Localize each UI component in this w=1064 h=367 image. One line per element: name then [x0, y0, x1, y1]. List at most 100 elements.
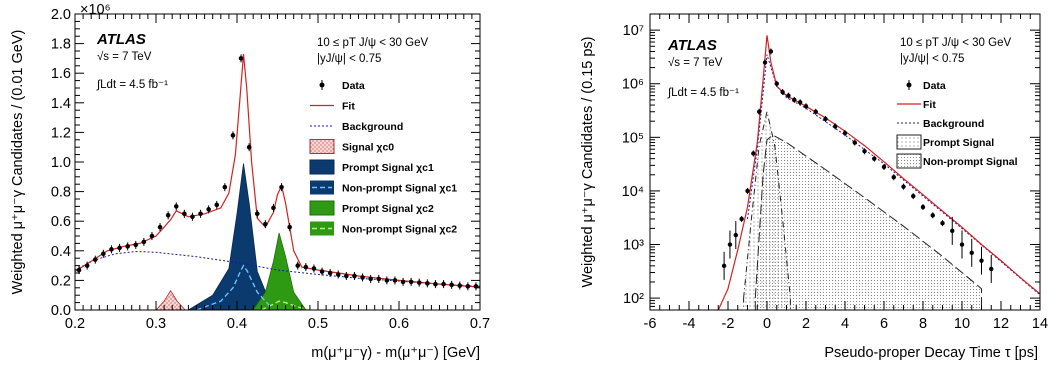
- right-panel: 10² 10³ 10⁴ 10⁵ 10⁶ 10⁷ -6 -4 -2 0 2 4 6 8 10 12 14 Pseud…: [580, 13, 1048, 361]
- data-point: [449, 282, 454, 288]
- data-point: [238, 56, 244, 61]
- data-point: [930, 213, 935, 218]
- data-point: [881, 164, 887, 170]
- pt-cut-label: 10 ≤ pT J/ψ < 30 GeV: [317, 37, 428, 49]
- data-point: [271, 205, 276, 211]
- x-tick-label: 0.2: [65, 316, 85, 332]
- x-tick-label: -2: [722, 316, 735, 332]
- background-line: [747, 54, 1040, 296]
- data-point: [246, 144, 252, 150]
- data-point: [901, 184, 906, 189]
- atlas-label: ATLAS: [96, 31, 146, 48]
- lumi-label: ∫Ldt = 4.5 fb⁻¹: [96, 79, 168, 91]
- data-point: [311, 266, 317, 271]
- legend-swatch: [896, 153, 922, 169]
- data-point: [133, 242, 139, 248]
- x-tick-label: 12: [993, 316, 1009, 332]
- y-tick-label: 10³: [623, 238, 644, 254]
- data-point: [768, 49, 774, 54]
- x-tick-label: 10: [954, 316, 970, 332]
- data-point: [327, 270, 333, 276]
- y-axis-label: Weighted μ⁺μ⁻γ Candidates / (0.15 ps): [580, 37, 596, 288]
- data-point: [457, 283, 463, 288]
- data-point: [803, 104, 809, 109]
- data-point: [165, 212, 171, 218]
- data-point: [279, 184, 284, 190]
- data-point: [360, 275, 365, 280]
- data-point: [762, 60, 768, 65]
- data-point: [149, 233, 155, 239]
- data-point: [727, 242, 733, 247]
- data-point: [109, 247, 114, 252]
- x-tick-label: 8: [919, 316, 927, 332]
- data-point: [959, 242, 965, 247]
- left-panel: 0.00.20.40.60.81.01.21.41.61.82.00.2 0.3 0…: [10, 2, 490, 361]
- y-tick-label: 1.4: [51, 96, 71, 112]
- data-point: [842, 130, 848, 136]
- data-point: [833, 124, 838, 129]
- fit-line: [75, 53, 480, 288]
- background-line: [75, 250, 480, 287]
- x-tick-label: 0: [763, 316, 771, 332]
- chic1-nonprompt-line: [196, 264, 270, 310]
- data-point: [319, 269, 325, 274]
- data-point: [813, 109, 818, 114]
- data-point: [352, 273, 357, 279]
- data-point: [872, 156, 877, 161]
- data-point: [797, 100, 803, 105]
- prompt-signal-area: [743, 111, 791, 310]
- data-point: [295, 263, 301, 268]
- energy-label: √s = 7 TeV: [97, 50, 152, 63]
- legend-label: Background: [342, 121, 403, 133]
- data-point: [157, 224, 163, 230]
- data-point: [214, 202, 220, 208]
- y-tick-label: 0.6: [51, 214, 71, 230]
- legend-swatch: [309, 159, 335, 175]
- legend-label: Prompt Signal χc1: [342, 162, 434, 174]
- data-point: [441, 281, 446, 287]
- y-tick-label: 10⁶: [622, 77, 644, 93]
- data-point: [190, 214, 195, 220]
- y-tick-label: 2.0: [51, 7, 71, 23]
- legend-label: Non-prompt Signal: [923, 156, 1018, 168]
- legend-label: Signal χc0: [342, 142, 394, 154]
- rapidity-cut-label: |yJ/ψ| < 0.75: [317, 53, 381, 65]
- legend-swatch: [309, 139, 335, 154]
- x-tick-label: 4: [841, 316, 849, 332]
- data-point: [125, 244, 130, 249]
- legend-data-marker: [906, 82, 912, 88]
- data-point: [368, 276, 373, 282]
- data-point: [862, 149, 867, 154]
- data-point: [780, 89, 785, 95]
- x-tick-label: 6: [880, 316, 888, 332]
- data-point: [950, 228, 955, 234]
- chic0-signal-area: [155, 290, 186, 310]
- data-point: [416, 280, 422, 285]
- y-tick-label: 1.0: [51, 155, 71, 171]
- legend-label: Non-prompt Signal χc1: [342, 183, 457, 195]
- y-tick-label: 1.6: [51, 66, 71, 82]
- data-point: [852, 140, 857, 145]
- x-tick-label: 0.5: [308, 316, 328, 332]
- data-point: [792, 97, 797, 103]
- x-tick-label: -4: [683, 316, 696, 332]
- data-point: [400, 279, 406, 285]
- x-tick-label: 0.3: [146, 316, 166, 332]
- data-point: [751, 151, 756, 156]
- x-tick-label: 0.4: [227, 316, 247, 332]
- data-point: [392, 278, 398, 283]
- data-point: [920, 204, 926, 210]
- x-tick-label: 0.7: [470, 316, 490, 332]
- data-point: [84, 263, 90, 268]
- data-point: [230, 133, 236, 138]
- x-tick-label: -6: [644, 316, 657, 332]
- data-point: [979, 258, 984, 263]
- data-point: [940, 220, 945, 226]
- energy-label: √s = 7 TeV: [668, 56, 723, 69]
- data-point: [969, 250, 974, 256]
- data-point: [745, 188, 750, 194]
- y-tick-label: 10²: [623, 291, 644, 307]
- data-point: [101, 251, 106, 257]
- data-point: [465, 284, 471, 289]
- legend-label: Background: [923, 118, 984, 130]
